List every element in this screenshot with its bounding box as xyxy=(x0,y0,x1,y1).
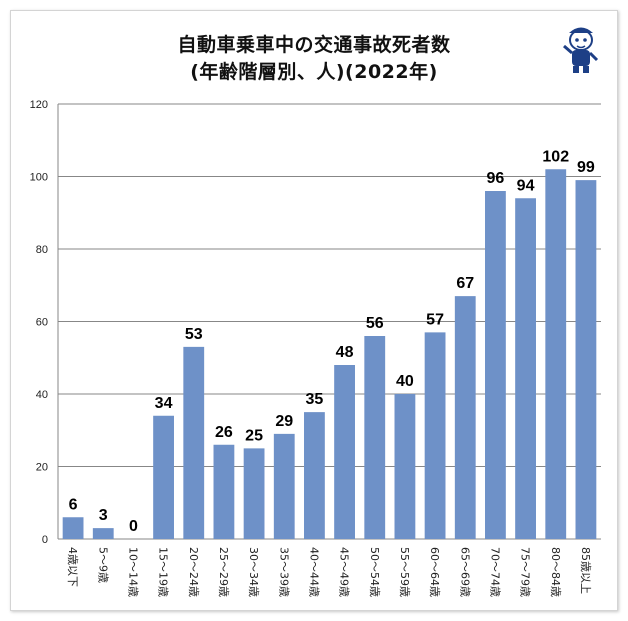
data-label: 53 xyxy=(185,326,203,343)
x-tick-label: 4歳以下 xyxy=(66,547,79,587)
bar xyxy=(153,415,174,539)
bar xyxy=(273,433,295,539)
data-label: 35 xyxy=(306,391,324,408)
chart-title: 自動車乗車中の交通事故死者数 xyxy=(177,34,451,56)
x-tick-label: 30～34歳 xyxy=(247,547,260,597)
data-label: 57 xyxy=(426,311,444,328)
data-label: 25 xyxy=(245,427,263,444)
x-tick-label: 20～24歳 xyxy=(187,547,200,597)
y-tick-label: 100 xyxy=(30,172,48,184)
x-tick-label: 55～59歳 xyxy=(398,547,411,597)
y-tick-label: 80 xyxy=(36,244,48,256)
data-label: 102 xyxy=(542,148,569,165)
bar xyxy=(62,517,84,539)
data-label: 29 xyxy=(275,413,293,430)
bar xyxy=(92,528,114,539)
data-label: 67 xyxy=(456,275,474,292)
y-tick-label: 40 xyxy=(36,389,48,401)
x-tick-label: 25～29歳 xyxy=(217,547,230,597)
y-tick-label: 0 xyxy=(42,534,48,546)
bar xyxy=(394,394,416,539)
data-label: 96 xyxy=(487,170,505,187)
bar xyxy=(243,448,265,539)
data-label: 0 xyxy=(129,518,138,535)
y-tick-label: 20 xyxy=(36,462,48,474)
bar xyxy=(454,296,476,539)
data-label: 94 xyxy=(517,177,535,194)
bar xyxy=(183,346,205,539)
x-tick-label: 5～9歳 xyxy=(96,547,109,583)
bar xyxy=(334,365,355,539)
x-tick-label: 10～14歳 xyxy=(126,547,139,597)
y-tick-label: 60 xyxy=(36,317,48,329)
x-tick-label: 45～49歳 xyxy=(338,547,351,597)
data-label: 3 xyxy=(99,507,108,524)
bar xyxy=(304,412,325,539)
bar xyxy=(424,332,446,539)
x-tick-label: 85歳以上 xyxy=(579,547,592,594)
data-label: 48 xyxy=(336,344,354,361)
x-tick-label: 35～39歳 xyxy=(277,547,290,597)
bar xyxy=(515,198,536,539)
x-tick-label: 65～69歳 xyxy=(458,547,471,597)
x-tick-label: 75～79歳 xyxy=(519,547,532,597)
data-label: 40 xyxy=(396,373,414,390)
x-tick-label: 80～84歳 xyxy=(549,547,562,597)
y-tick-label: 120 xyxy=(30,99,48,111)
data-label: 34 xyxy=(155,395,173,412)
chart-subtitle: (年齢階層別、人)(2022年) xyxy=(190,61,438,83)
x-tick-label: 50～54歳 xyxy=(368,547,381,597)
bar xyxy=(364,336,386,539)
x-tick-label: 40～44歳 xyxy=(307,547,320,597)
bar xyxy=(575,180,597,539)
mascot-icon xyxy=(563,27,599,73)
data-label: 56 xyxy=(366,315,384,332)
bar xyxy=(545,169,567,539)
bar xyxy=(213,444,235,539)
data-label: 26 xyxy=(215,424,233,441)
data-label: 6 xyxy=(69,496,78,513)
x-tick-label: 70～74歳 xyxy=(488,547,501,597)
data-label: 99 xyxy=(577,159,595,176)
x-tick-label: 60～64歳 xyxy=(428,547,441,597)
bar xyxy=(485,191,506,539)
x-tick-label: 15～19歳 xyxy=(157,547,170,597)
